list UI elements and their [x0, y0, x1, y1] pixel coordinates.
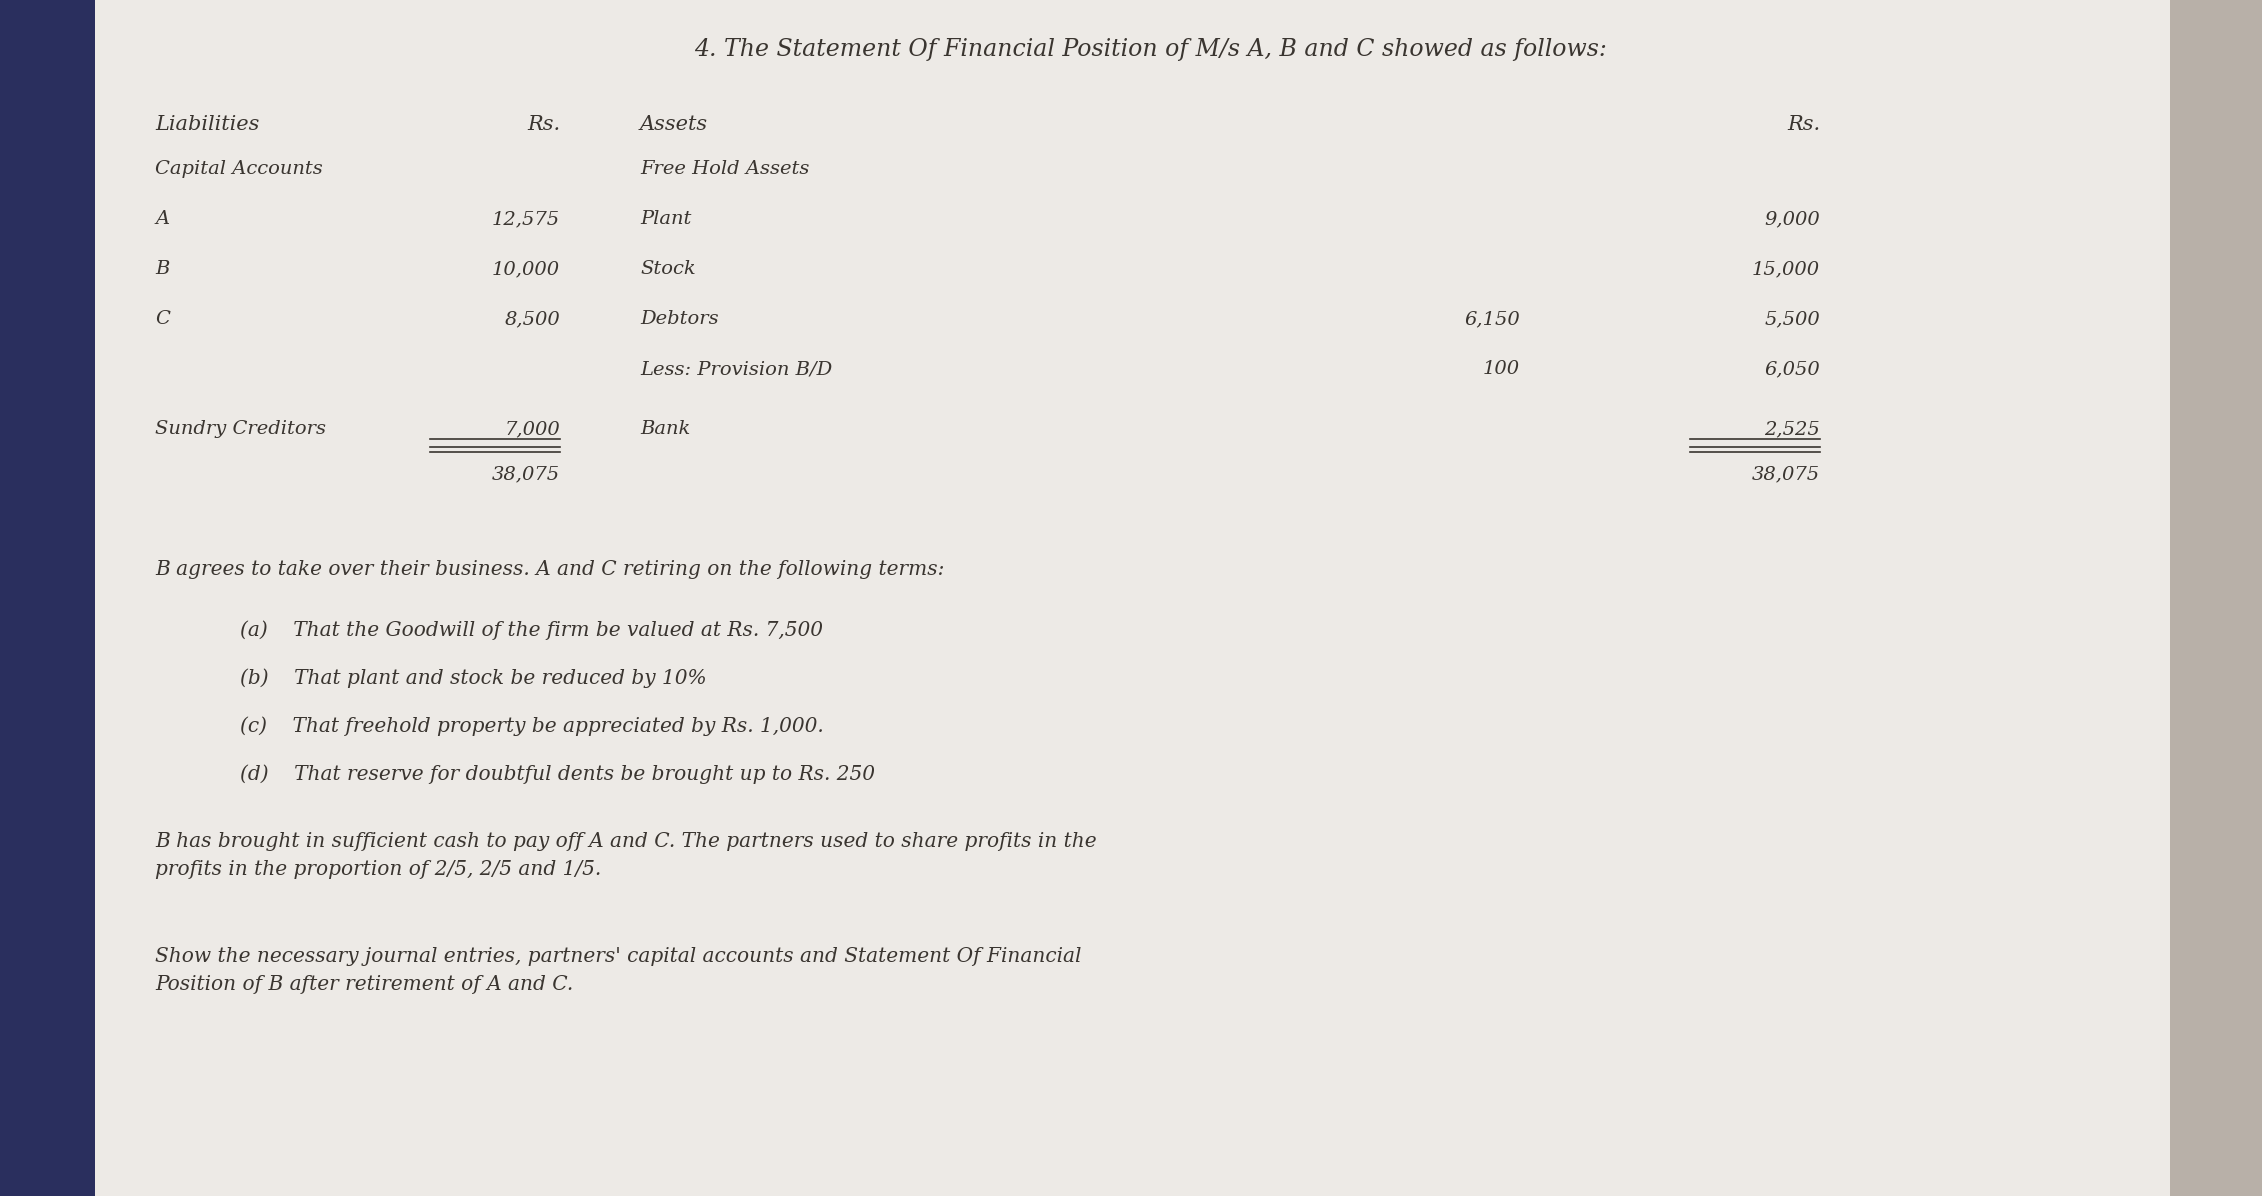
Text: Less: Provision B/D: Less: Provision B/D: [640, 360, 832, 378]
Text: Rs.: Rs.: [527, 115, 561, 134]
Text: C: C: [156, 310, 170, 328]
Text: 9,000: 9,000: [1764, 210, 1821, 228]
Text: Show the necessary journal entries, partners' capital accounts and Statement Of : Show the necessary journal entries, part…: [156, 947, 1081, 994]
Text: B has brought in sufficient cash to pay off A and C. The partners used to share : B has brought in sufficient cash to pay …: [156, 832, 1097, 879]
Text: 100: 100: [1484, 360, 1520, 378]
Text: 10,000: 10,000: [491, 260, 561, 277]
Text: Sundry Creditors: Sundry Creditors: [156, 420, 326, 438]
Text: Plant: Plant: [640, 210, 692, 228]
Text: Stock: Stock: [640, 260, 697, 277]
Text: B agrees to take over their business. A and C retiring on the following terms:: B agrees to take over their business. A …: [156, 560, 943, 579]
Text: Rs.: Rs.: [1787, 115, 1821, 134]
Text: 7,000: 7,000: [504, 420, 561, 438]
Text: (b)    That plant and stock be reduced by 10%: (b) That plant and stock be reduced by 1…: [240, 669, 706, 688]
Text: 6,050: 6,050: [1764, 360, 1821, 378]
Text: Liabilities: Liabilities: [156, 115, 260, 134]
Text: 12,575: 12,575: [491, 210, 561, 228]
Text: (a)    That the Goodwill of the firm be valued at Rs. 7,500: (a) That the Goodwill of the firm be val…: [240, 620, 823, 640]
Text: Debtors: Debtors: [640, 310, 719, 328]
Text: (c)    That freehold property be appreciated by Rs. 1,000.: (c) That freehold property be appreciate…: [240, 716, 823, 736]
Text: 15,000: 15,000: [1751, 260, 1821, 277]
Text: Bank: Bank: [640, 420, 690, 438]
Text: 2,525: 2,525: [1764, 420, 1821, 438]
Text: A: A: [156, 210, 170, 228]
Text: 6,150: 6,150: [1464, 310, 1520, 328]
Text: 5,500: 5,500: [1764, 310, 1821, 328]
Bar: [0, 0, 95, 1196]
Bar: [2169, 0, 2262, 1196]
Text: 4. The Statement Of Financial Position of M/s A, B and C showed as follows:: 4. The Statement Of Financial Position o…: [694, 38, 1606, 61]
Text: Free Hold Assets: Free Hold Assets: [640, 160, 810, 178]
Text: 8,500: 8,500: [504, 310, 561, 328]
Text: B: B: [156, 260, 170, 277]
Text: 38,075: 38,075: [491, 465, 561, 483]
Text: Capital Accounts: Capital Accounts: [156, 160, 323, 178]
Text: (d)    That reserve for doubtful dents be brought up to Rs. 250: (d) That reserve for doubtful dents be b…: [240, 764, 875, 783]
Text: 38,075: 38,075: [1751, 465, 1821, 483]
Text: Assets: Assets: [640, 115, 708, 134]
